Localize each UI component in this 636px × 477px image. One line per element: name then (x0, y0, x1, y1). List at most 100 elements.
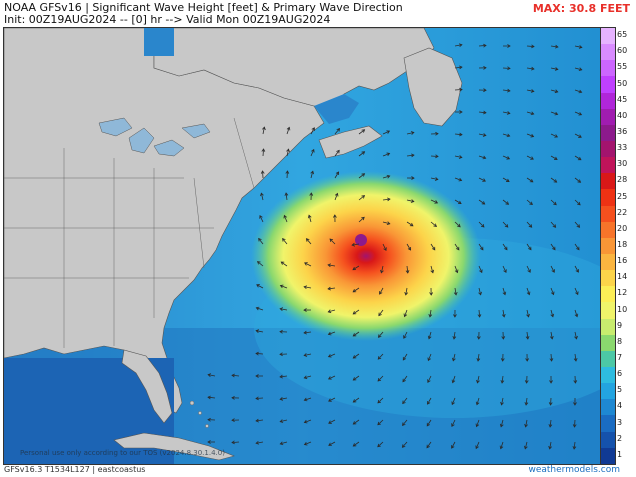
wave-arrow-head (352, 266, 357, 271)
wave-arrow (406, 199, 414, 202)
colorbar-label: 28 (617, 175, 628, 185)
colorbar-label: 45 (617, 94, 628, 104)
wave-arrow (308, 215, 312, 223)
wave-arrow (280, 397, 288, 400)
wave-arrow-head (283, 214, 287, 219)
wave-arrow (526, 177, 534, 183)
wave-arrow (574, 287, 579, 295)
wave-height-map[interactable] (3, 27, 601, 465)
colorbar-swatch (601, 383, 615, 400)
wave-arrow (550, 265, 555, 273)
wave-arrow (304, 331, 312, 334)
wave-arrow (550, 155, 558, 160)
wave-arrow-head (286, 148, 290, 153)
wave-arrow-head (455, 246, 460, 251)
colorbar-label: 50 (617, 78, 628, 88)
wave-arrow (526, 221, 532, 228)
wave-arrow (574, 221, 580, 228)
colorbar-swatch (601, 399, 615, 416)
wave-arrow (550, 221, 556, 228)
colorbar-label: 3 (617, 417, 623, 427)
wave-arrow (526, 67, 534, 70)
wave-arrow (382, 221, 390, 225)
colorbar-label: 2 (617, 433, 623, 443)
wave-arrow-head (552, 246, 556, 251)
wave-arrow-head (524, 402, 529, 406)
wave-arrow-head (550, 291, 555, 296)
wave-arrow-head (503, 269, 507, 274)
wave-arrow (328, 419, 336, 424)
wave-arrow-head (548, 424, 553, 428)
colorbar-swatch (601, 286, 615, 303)
colorbar-label: 33 (617, 143, 628, 153)
colorbar-swatch (601, 76, 615, 93)
wave-arrow (476, 419, 480, 427)
wave-arrow (574, 45, 582, 48)
wave-arrow (280, 285, 288, 289)
wave-arrow (334, 150, 340, 157)
wave-arrow (430, 177, 438, 180)
wave-arrow-head (303, 353, 308, 357)
wave-arrow (353, 419, 360, 425)
wave-arrow (451, 397, 456, 405)
wave-arrow-head (279, 329, 283, 334)
wave-arrow-head (352, 377, 357, 381)
wave-arrow (574, 309, 578, 317)
wave-arrow (310, 171, 314, 179)
wave-arrow (524, 441, 528, 449)
wave-arrow-head (433, 223, 437, 227)
wave-arrow (454, 243, 460, 251)
gulf-st-lawrence (314, 94, 359, 124)
wave-arrow (208, 374, 216, 377)
wave-arrow-head (310, 170, 315, 175)
wave-arrow (402, 397, 408, 404)
wave-arrow (501, 375, 504, 383)
wave-arrow (328, 397, 336, 402)
wave-arrow-head (303, 375, 308, 380)
wave-arrow (550, 177, 557, 183)
wave-arrow-head (303, 330, 307, 335)
wave-arrow-head (405, 270, 410, 274)
wave-arrow-head (458, 155, 463, 159)
wave-arrow (502, 155, 510, 160)
wave-arrow (377, 419, 384, 426)
wave-arrow-head (352, 311, 357, 315)
wave-arrow-head (476, 358, 481, 362)
wave-arrow (454, 199, 462, 204)
wave-arrow (526, 133, 534, 137)
bahamas-3 (205, 424, 209, 428)
wave-arrow-head (475, 401, 480, 406)
colorbar-label: 18 (617, 240, 628, 249)
colorbar-swatch (601, 124, 615, 141)
wave-arrow-head (524, 380, 529, 384)
colorbar-label: 1 (617, 449, 623, 459)
wave-arrow-head (255, 306, 260, 311)
wave-arrow (478, 221, 485, 228)
wave-arrow (286, 149, 289, 157)
colorbar-label: 8 (617, 336, 623, 346)
wave-arrow (526, 111, 534, 115)
wave-arrow (502, 287, 506, 295)
wave-arrow-head (451, 401, 455, 406)
brand-link[interactable]: weathermodels.com (528, 465, 620, 475)
colorbar-swatch (601, 366, 615, 384)
wave-direction-arrows (207, 43, 583, 450)
wave-arrow (328, 331, 336, 335)
wave-arrow-head (505, 201, 510, 205)
wave-arrow (358, 173, 365, 179)
wave-arrow (382, 175, 390, 179)
wave-arrow (379, 287, 384, 295)
wave-arrow-head (352, 443, 357, 447)
wave-arrow-head (383, 247, 387, 252)
wave-arrow (402, 441, 408, 448)
colorbar-swatch (601, 157, 615, 174)
wave-arrow-head (507, 88, 511, 93)
wave-arrow (550, 287, 554, 295)
colorbar-label: 65 (617, 30, 628, 40)
wave-arrow (500, 441, 504, 449)
wave-arrow-head (279, 374, 283, 379)
wave-arrow (353, 375, 360, 381)
wave-arrow (453, 331, 456, 339)
wave-arrow-head (259, 214, 263, 219)
wave-arrow-head (327, 309, 332, 314)
